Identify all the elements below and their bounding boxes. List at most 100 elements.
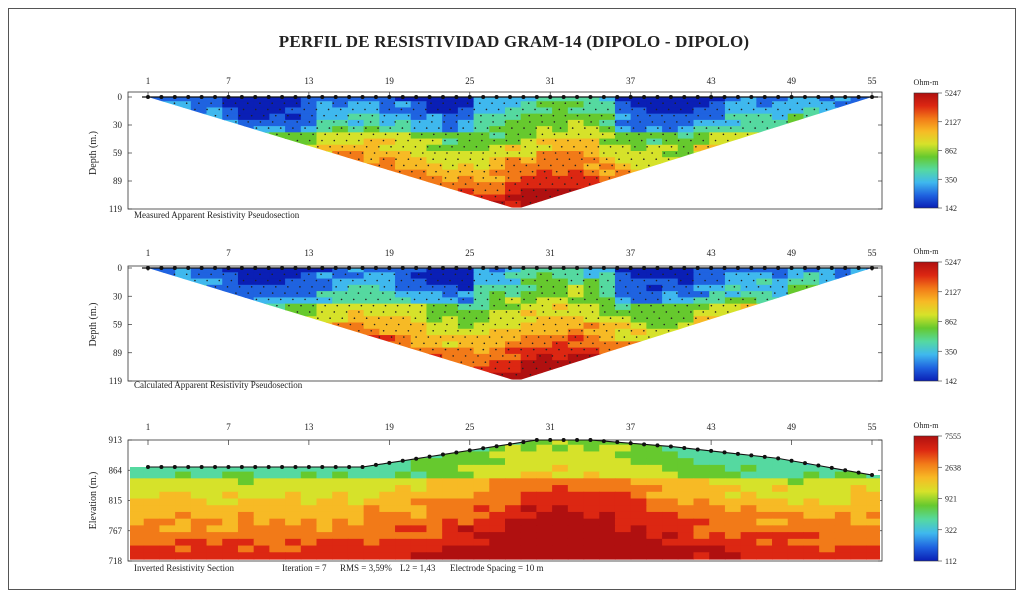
datum-point — [349, 152, 352, 154]
resistivity-cell — [457, 97, 475, 102]
resistivity-cell — [128, 310, 144, 317]
resistivity-cell — [237, 101, 255, 109]
resistivity-cell — [332, 451, 349, 459]
resistivity-cell — [457, 151, 475, 158]
resistivity-cell — [709, 505, 726, 513]
resistivity-cell — [614, 347, 632, 355]
resistivity-cell — [599, 278, 616, 286]
electrode-marker — [239, 266, 244, 270]
resistivity-cell — [190, 478, 208, 486]
resistivity-cell — [395, 485, 412, 493]
resistivity-cell — [866, 291, 872, 298]
datum-point — [627, 152, 629, 154]
resistivity-cell — [190, 322, 208, 330]
datum-point — [518, 152, 521, 154]
datum-point — [527, 102, 530, 105]
datum-point — [385, 323, 388, 326]
datum-point — [424, 108, 427, 111]
resistivity-cell — [332, 113, 349, 121]
resistivity-cell — [552, 132, 569, 140]
resistivity-cell — [614, 163, 632, 171]
resistivity-cell — [819, 175, 836, 183]
datum-point — [547, 127, 550, 129]
resistivity-cell — [834, 341, 852, 349]
resistivity-cell — [363, 132, 380, 140]
resistivity-cell — [237, 545, 255, 553]
datum-point — [493, 139, 495, 142]
resistivity-cell — [128, 373, 144, 380]
resistivity-cell — [819, 107, 836, 115]
resistivity-cell — [473, 151, 490, 158]
resistivity-cell — [300, 101, 318, 109]
resistivity-cell — [552, 532, 569, 540]
resistivity-cell — [819, 157, 836, 165]
resistivity-cell — [772, 188, 789, 196]
resistivity-cell — [148, 169, 161, 177]
resistivity-cell — [520, 518, 538, 526]
resistivity-cell — [505, 485, 522, 493]
datum-point — [808, 273, 811, 276]
resistivity-cell — [410, 372, 428, 380]
datum-point — [637, 286, 639, 288]
electrode-marker — [400, 95, 405, 99]
datum-point — [808, 102, 811, 105]
datum-point — [570, 348, 573, 351]
x-tick-label: 1 — [146, 76, 151, 86]
datum-point — [467, 121, 470, 123]
resistivity-cell — [159, 132, 176, 140]
resistivity-cell — [646, 182, 663, 189]
resistivity-cell — [190, 525, 208, 533]
electrode-marker — [253, 95, 258, 99]
datum-point — [439, 164, 442, 167]
resistivity-cell — [285, 163, 302, 171]
resistivity-cell — [693, 552, 710, 560]
resistivity-cell — [175, 347, 192, 355]
resistivity-cell — [269, 101, 286, 109]
datum-point — [358, 139, 360, 142]
resistivity-cell — [489, 169, 506, 177]
resistivity-cell — [148, 151, 161, 158]
datum-point — [734, 133, 737, 136]
resistivity-cell — [175, 464, 192, 473]
datum-point — [632, 127, 635, 129]
resistivity-cell — [130, 538, 145, 547]
resistivity-cell — [442, 101, 459, 109]
resistivity-cell — [724, 360, 742, 368]
resistivity-cell — [253, 532, 270, 540]
datum-point — [259, 292, 262, 294]
resistivity-cell — [190, 291, 208, 298]
resistivity-cell — [693, 451, 710, 459]
datum-point — [789, 279, 791, 282]
resistivity-cell — [148, 200, 161, 208]
datum-point — [515, 201, 518, 204]
resistivity-cell — [850, 182, 867, 189]
resistivity-cell — [489, 511, 506, 520]
resistivity-cell — [206, 182, 223, 189]
datum-point — [570, 108, 573, 111]
resistivity-cell — [130, 525, 145, 533]
resistivity-cell — [740, 169, 757, 177]
colorbar-tick-label: 7555 — [945, 432, 961, 441]
resistivity-cell — [740, 309, 757, 317]
resistivity-cell — [363, 505, 380, 513]
resistivity-cell — [677, 498, 695, 506]
resistivity-cell — [395, 303, 412, 311]
resistivity-cell — [834, 532, 852, 540]
resistivity-cell — [457, 291, 475, 298]
resistivity-cell — [724, 309, 742, 317]
resistivity-cell — [866, 97, 872, 102]
resistivity-cell — [599, 444, 616, 453]
datum-point — [516, 121, 519, 123]
resistivity-cell — [630, 126, 647, 133]
resistivity-cell — [253, 341, 270, 349]
datum-point — [435, 342, 437, 345]
x-tick-label: 31 — [546, 248, 555, 258]
resistivity-cell — [756, 272, 773, 280]
resistivity-cell — [410, 532, 428, 540]
resistivity-cell — [614, 491, 632, 500]
datum-point — [548, 317, 551, 320]
resistivity-cell — [756, 188, 773, 196]
resistivity-cell — [489, 532, 506, 540]
resistivity-cell — [363, 525, 380, 533]
resistivity-cell — [630, 113, 647, 121]
